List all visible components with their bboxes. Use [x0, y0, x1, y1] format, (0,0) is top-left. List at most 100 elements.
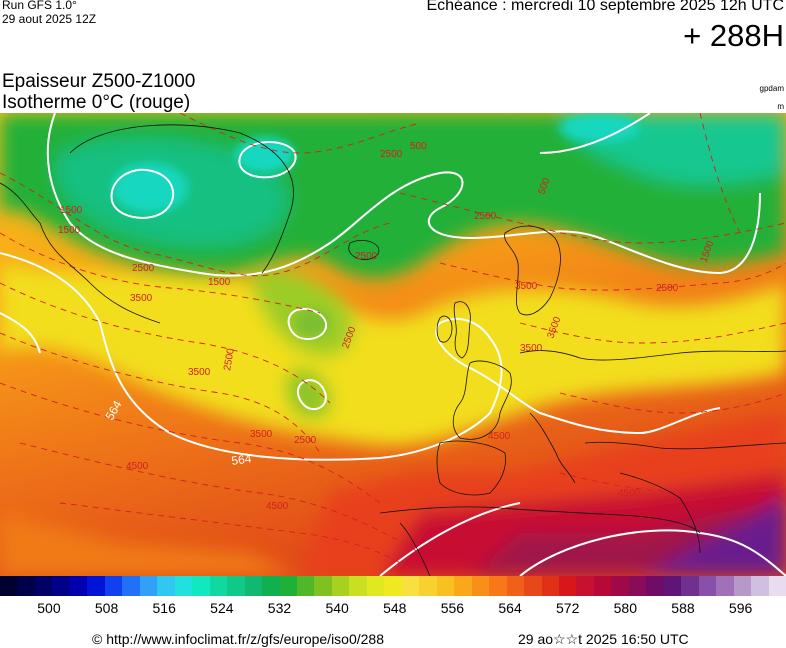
- coast-north-america: [0, 182, 161, 324]
- isotherm-labels: 500 1500 2500 3500 4500 1500 2500 3500 2…: [58, 141, 717, 512]
- color-scale-swatch: [174, 576, 193, 596]
- coast-baltic: [519, 350, 786, 361]
- coast-italy: [529, 412, 576, 484]
- mild-zone: [0, 263, 786, 446]
- isotherm-label: 4500: [266, 501, 289, 512]
- forecast-map: 500 1500 2500 3500 4500 1500 2500 3500 2…: [0, 112, 786, 577]
- isotherm-label: 2500: [656, 283, 679, 294]
- coast-black-sea: [584, 441, 786, 450]
- color-scale-tick: 516: [152, 600, 176, 616]
- isotherm-label: 3500: [130, 293, 153, 304]
- isotherm-label: 4500: [126, 461, 149, 472]
- contour-north-east: [539, 112, 651, 154]
- coast-scandinavia: [504, 225, 561, 316]
- color-scale-swatch: [209, 576, 228, 596]
- credit-url: © http://www.infoclimat.fr/z/gfs/europe/…: [92, 631, 385, 647]
- isotherm-contours: [0, 112, 786, 577]
- color-scale-swatch: [646, 576, 664, 596]
- isotherm-label: 3500: [515, 281, 538, 292]
- color-scale-swatch: [104, 576, 123, 596]
- color-scale-tick: 500: [37, 600, 61, 616]
- color-scale-tick: 540: [325, 600, 349, 616]
- run-title: Run GFS 1.0°: [2, 0, 77, 12]
- isotherm-label: 4500: [618, 488, 641, 499]
- contour-cold-core-1: [110, 168, 175, 219]
- contour-south: [379, 502, 521, 577]
- color-scale-swatch: [52, 576, 70, 596]
- color-scale-tick: 564: [498, 600, 522, 616]
- color-scale-swatch: [593, 576, 612, 596]
- contour-north: [46, 112, 761, 277]
- isotherm-label: 2500: [132, 263, 155, 274]
- color-scale-swatch: [139, 576, 158, 596]
- color-scale-tick: 588: [671, 600, 695, 616]
- color-scale-swatch: [384, 576, 402, 596]
- color-scale-swatch: [17, 576, 35, 596]
- color-scale-swatch: [192, 576, 210, 596]
- isotherm-label: 2500: [294, 435, 317, 446]
- color-scale-swatch: [524, 576, 542, 596]
- color-scale-swatch: [611, 576, 629, 596]
- isotherm-label: 2500: [355, 251, 378, 262]
- color-scale-swatch: [506, 576, 525, 596]
- color-scale-swatch: [454, 576, 472, 596]
- coast-ireland: [436, 315, 453, 343]
- color-scale-tick: 596: [728, 600, 753, 616]
- isotherm-label: 2500: [222, 347, 237, 371]
- isotherm-label: 1500: [60, 205, 83, 216]
- color-scale-swatch: [489, 576, 507, 596]
- isotherm-label: 3500: [250, 429, 273, 440]
- coast-greenland: [69, 124, 294, 274]
- coast-levant: [619, 472, 701, 554]
- color-scale-swatch: [698, 576, 717, 596]
- color-scale-swatch: [279, 576, 297, 596]
- color-scale-tick: 532: [267, 600, 292, 616]
- color-scale-swatch: [296, 576, 315, 596]
- color-scale-tick: 508: [94, 600, 119, 616]
- color-scale-swatch: [419, 576, 437, 596]
- color-scale-tick: 572: [556, 600, 580, 616]
- color-scale-tick: 580: [613, 600, 638, 616]
- isotherm-label: 2500: [380, 149, 403, 160]
- coast-iberia: [436, 440, 507, 496]
- isotherm-label: 500: [410, 141, 427, 152]
- map-svg: 500 1500 2500 3500 4500 1500 2500 3500 2…: [0, 112, 786, 577]
- color-scale-swatch: [227, 576, 245, 596]
- color-scale-swatch: [628, 576, 647, 596]
- coast-france: [452, 360, 512, 440]
- valid-time-label: Echéance : mercredi 10 septembre 2025 12…: [426, 0, 784, 14]
- color-scale-swatch: [34, 576, 53, 596]
- map-subtitle: Isotherme 0°C (rouge): [2, 92, 191, 113]
- color-scale-bar: [0, 576, 786, 596]
- color-scale-swatch: [366, 576, 385, 596]
- color-scale-swatch: [576, 576, 594, 596]
- color-scale-tick: 556: [440, 600, 465, 616]
- color-scale-swatch: [262, 576, 280, 596]
- color-scale-swatch: [349, 576, 367, 596]
- contour-cold-core-3: [287, 307, 328, 341]
- contour-south-east: [519, 529, 786, 577]
- color-scale-swatch: [69, 576, 88, 596]
- color-scale-swatch: [541, 576, 559, 596]
- unit-label-m: m: [777, 102, 784, 111]
- color-scale-swatch: [681, 576, 699, 596]
- color-scale-swatch: [768, 576, 786, 596]
- unit-label-gpdam: gpdam: [759, 84, 784, 93]
- lead-time: + 288H: [683, 18, 784, 53]
- coastlines: [0, 124, 786, 577]
- isotherm-label: 1500: [58, 225, 81, 236]
- credit-timestamp: 29 ao☆☆t 2025 16:50 UTC: [518, 631, 689, 647]
- color-scale-tick: 524: [210, 600, 234, 616]
- color-scale-swatch: [0, 576, 18, 596]
- color-scale-swatch: [733, 576, 752, 596]
- color-scale-ticks: 5005085165245325405485565645725805885966…: [0, 600, 786, 618]
- coast-iceland: [348, 239, 380, 260]
- color-scale-swatch: [244, 576, 263, 596]
- color-scale-swatch: [751, 576, 769, 596]
- color-scale-swatch: [716, 576, 734, 596]
- color-scale-swatch: [471, 576, 490, 596]
- color-scale-swatch: [314, 576, 332, 596]
- coast-great-britain: [453, 301, 471, 359]
- contour-west: [0, 312, 41, 354]
- coast-west-africa: [399, 522, 431, 577]
